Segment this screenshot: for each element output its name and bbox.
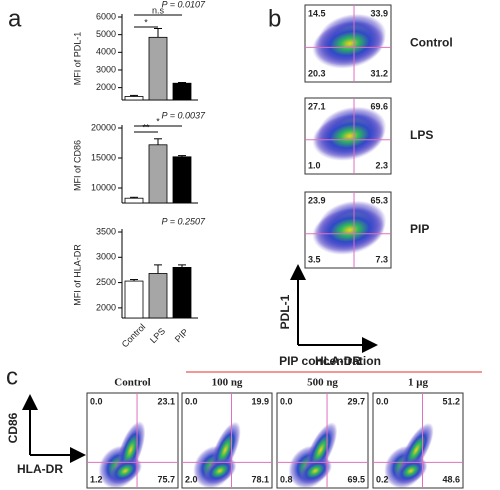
- plot-frame: [304, 4, 392, 83]
- y-axis-label: MFI of CD86: [72, 140, 82, 191]
- annotation: P = 0.2507: [162, 216, 206, 226]
- flow-plot: [312, 13, 387, 69]
- plot-label: 100 ng: [212, 377, 243, 389]
- y-tick-label: 2000: [96, 302, 116, 312]
- y-tick-label: 3000: [96, 252, 116, 262]
- annotation: P = 0.0037: [162, 110, 206, 120]
- plot-frame: [86, 392, 179, 489]
- y-tick-label: 10000: [91, 182, 116, 192]
- axis-label: CD86: [6, 412, 20, 443]
- bar: [124, 280, 144, 319]
- quadrant-value: 29.7: [347, 396, 365, 406]
- quadrant-value: 65.3: [370, 195, 388, 205]
- quadrant-value: 75.7: [157, 474, 175, 484]
- flow-plot: [193, 421, 241, 488]
- quadrant-value: 19.9: [251, 396, 269, 406]
- y-tick-label: 3500: [96, 226, 116, 236]
- y-tick-label: 3000: [96, 64, 116, 74]
- plot-label: 1 μg: [408, 377, 428, 389]
- quadrant-value: 0.2: [376, 474, 389, 484]
- quadrant-value: 51.2: [442, 396, 460, 406]
- plot-frame: [304, 191, 392, 269]
- y-tick-label: 2500: [96, 277, 116, 287]
- flow-plot: [312, 106, 387, 161]
- plot-label: Control: [114, 377, 150, 389]
- y-axis-label: MFI of HLA-DR: [72, 244, 82, 306]
- cell-density: [313, 114, 386, 158]
- quadrant-value: 3.5: [308, 254, 321, 264]
- bar: [172, 82, 192, 101]
- axis-label: HLA-DR: [315, 354, 361, 368]
- y-tick-label: 5000: [96, 29, 116, 39]
- plot-label: LPS: [410, 128, 433, 142]
- quadrant-value: 78.1: [251, 474, 269, 484]
- quadrant-value: 2.0: [185, 474, 198, 484]
- significance-label: n.s: [152, 5, 165, 15]
- panel-label: c: [6, 363, 18, 390]
- quadrant-value: 0.0: [185, 396, 198, 406]
- y-tick-label: 2000: [96, 82, 116, 92]
- group-title: PIP concentration: [279, 354, 381, 368]
- quadrant-value: 69.6: [370, 101, 388, 111]
- quadrant-value: 1.2: [90, 474, 103, 484]
- bar: [148, 273, 168, 319]
- bar: [172, 156, 192, 204]
- plot-frame: [304, 97, 392, 175]
- plot-frame: [372, 392, 464, 489]
- x-tick-label: PIP: [173, 327, 190, 344]
- annotation: P = 0.0107: [162, 0, 206, 9]
- bar: [148, 36, 168, 101]
- quadrant-value: 23.9: [308, 195, 326, 205]
- panel-label: b: [268, 5, 281, 32]
- plot-label: 500 ng: [307, 377, 338, 389]
- panel-label: a: [8, 5, 22, 32]
- significance-label: *: [144, 17, 148, 27]
- y-tick-label: 4000: [96, 47, 116, 57]
- quadrant-value: 20.3: [308, 68, 326, 78]
- cell-density: [313, 208, 386, 252]
- y-tick-label: 6000: [96, 11, 116, 21]
- plot-label: Control: [410, 36, 453, 50]
- quadrant-value: 0.8: [280, 474, 293, 484]
- bar: [172, 267, 192, 319]
- cell-density: [313, 21, 386, 66]
- quadrant-value: 14.5: [308, 8, 326, 18]
- quadrant-value: 1.0: [308, 160, 321, 170]
- plot-label: PIP: [410, 222, 429, 236]
- flow-plot: [384, 422, 434, 488]
- quadrant-value: 48.6: [442, 474, 460, 484]
- axis-label: PDL-1: [278, 294, 292, 329]
- flow-plot: [312, 200, 387, 255]
- plot-frame: [181, 392, 273, 489]
- bar: [148, 144, 168, 204]
- cell-density: [203, 457, 237, 485]
- bar: [124, 96, 144, 101]
- flow-plot: [98, 421, 146, 488]
- significance-label: *: [156, 116, 160, 126]
- quadrant-value: 0.0: [280, 396, 293, 406]
- quadrant-value: 23.1: [157, 396, 175, 406]
- quadrant-value: 0.0: [376, 396, 389, 406]
- y-axis-label: MFI of PDL-1: [72, 32, 82, 86]
- significance-label: **: [142, 122, 150, 132]
- cell-density: [108, 457, 142, 485]
- quadrant-value: 7.3: [375, 254, 388, 264]
- quadrant-value: 31.2: [370, 68, 388, 78]
- quadrant-value: 69.5: [347, 474, 365, 484]
- quadrant-value: 2.3: [375, 160, 388, 170]
- quadrant-value: 33.9: [370, 8, 388, 18]
- cell-density: [298, 457, 332, 485]
- flow-plot: [288, 422, 338, 488]
- x-tick-label: Control: [120, 322, 148, 350]
- plot-frame: [276, 392, 369, 489]
- cell-density: [394, 457, 428, 485]
- x-tick-label: LPS: [148, 326, 167, 345]
- bar: [124, 197, 144, 204]
- y-tick-label: 15000: [91, 152, 116, 162]
- quadrant-value: 27.1: [308, 101, 326, 111]
- y-tick-label: 20000: [91, 122, 116, 132]
- quadrant-value: 0.0: [90, 396, 103, 406]
- axis-label: HLA-DR: [17, 462, 63, 476]
